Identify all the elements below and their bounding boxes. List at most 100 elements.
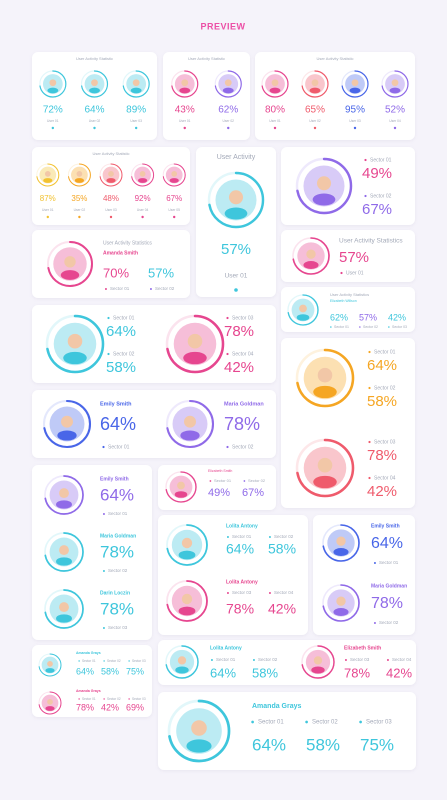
- sector-label: Sector 03: [366, 720, 392, 726]
- value: 75%: [360, 735, 394, 754]
- avatar-head: [91, 79, 98, 87]
- user-value: 35%: [71, 194, 87, 203]
- sector-label: Sector 04: [274, 590, 294, 595]
- dot: [368, 476, 371, 480]
- dot: [173, 215, 176, 219]
- value: 64%: [100, 414, 136, 434]
- value: 78%: [100, 542, 134, 561]
- card-title: User Activity Statistic: [188, 56, 225, 61]
- value: 42%: [388, 312, 406, 322]
- ring-arc: [99, 163, 123, 187]
- avatar-body: [313, 385, 337, 399]
- card: [32, 465, 152, 640]
- value: 78%: [224, 414, 260, 434]
- card: [32, 645, 152, 717]
- avatar-body: [312, 193, 336, 206]
- card: [32, 230, 190, 298]
- card: [255, 52, 415, 140]
- ring-arc: [131, 163, 155, 187]
- value: 58%: [252, 665, 278, 680]
- value: 49%: [362, 165, 392, 182]
- card: [32, 390, 276, 458]
- avatar-head: [316, 176, 332, 191]
- sector-label: Sector 01: [82, 697, 96, 701]
- avatar-head: [76, 171, 83, 177]
- dot: [128, 698, 130, 700]
- user-label: User 02: [309, 119, 321, 123]
- dot: [226, 316, 229, 320]
- avatar-head: [311, 79, 319, 87]
- dot: [102, 513, 105, 515]
- avatar-head: [336, 536, 346, 546]
- person-name: Maria Goldman: [100, 533, 136, 539]
- page-title: PREVIEW: [200, 21, 245, 31]
- value: 58%: [306, 735, 340, 754]
- card: [196, 147, 276, 297]
- user-value: 43%: [175, 105, 195, 116]
- value: 42%: [224, 359, 254, 376]
- card: [158, 515, 308, 635]
- person-name: Amanda Grays: [252, 703, 302, 710]
- value: 67%: [242, 487, 264, 499]
- dot: [364, 194, 367, 198]
- ring-arc: [44, 589, 84, 629]
- sector-label: Sector 04: [392, 657, 412, 662]
- sector-label: Sector 03: [132, 697, 146, 701]
- ring-arc: [207, 171, 265, 229]
- value: 57%: [148, 265, 174, 280]
- avatar-head: [336, 596, 346, 606]
- sector-label: Sector 02: [379, 620, 399, 625]
- dot: [234, 288, 238, 292]
- ring-arc: [162, 163, 186, 187]
- avatar-body: [389, 87, 401, 94]
- dot: [141, 215, 144, 219]
- person-name: Emily Smith: [100, 476, 129, 482]
- user-label: User 02: [89, 119, 101, 123]
- sector-label: Sector 01: [379, 560, 399, 565]
- value: 69%: [126, 702, 144, 712]
- avatar-body: [60, 270, 80, 280]
- card: [281, 287, 415, 332]
- sector-label: Sector 02: [232, 444, 254, 450]
- value: 58%: [268, 541, 296, 557]
- person-name: Elizabeth Smith: [344, 645, 381, 651]
- person-name: Maria Goldman: [371, 583, 407, 589]
- sector-label: Sector 02: [107, 697, 121, 701]
- sector-label: Sector 01: [232, 534, 252, 539]
- ring-arc: [261, 70, 289, 98]
- dot: [107, 316, 110, 320]
- avatar-body: [178, 606, 196, 616]
- user-label: User 05: [168, 208, 180, 212]
- person-name: Lolita Antony: [210, 645, 242, 651]
- dot: [330, 326, 332, 328]
- dot: [102, 445, 105, 449]
- value: 57%: [221, 241, 251, 258]
- value: 57%: [339, 249, 369, 266]
- user-label: User 01: [42, 208, 54, 212]
- value: 64%: [106, 323, 136, 340]
- avatar-head: [191, 720, 207, 736]
- value: 57%: [359, 312, 377, 322]
- ring-arc: [295, 438, 355, 498]
- value: 64%: [371, 535, 403, 552]
- avatar-body: [313, 475, 337, 489]
- dot: [364, 158, 367, 162]
- ring-arc: [166, 524, 208, 566]
- avatar-head: [391, 79, 399, 87]
- dot: [393, 126, 397, 130]
- sector-label: Sector 03: [374, 439, 396, 445]
- dot: [102, 627, 105, 629]
- dot: [226, 536, 229, 538]
- ring-arc: [165, 471, 197, 503]
- value: 78%: [344, 665, 370, 680]
- sector-label: Sector 02: [155, 286, 175, 291]
- avatar-body: [89, 87, 100, 94]
- user-value: 48%: [103, 194, 119, 203]
- dot: [313, 126, 317, 130]
- avatar-head: [184, 415, 196, 428]
- value: 78%: [371, 595, 403, 612]
- ring-arc: [322, 584, 360, 622]
- avatar-body: [106, 178, 116, 183]
- avatar-head: [181, 79, 189, 87]
